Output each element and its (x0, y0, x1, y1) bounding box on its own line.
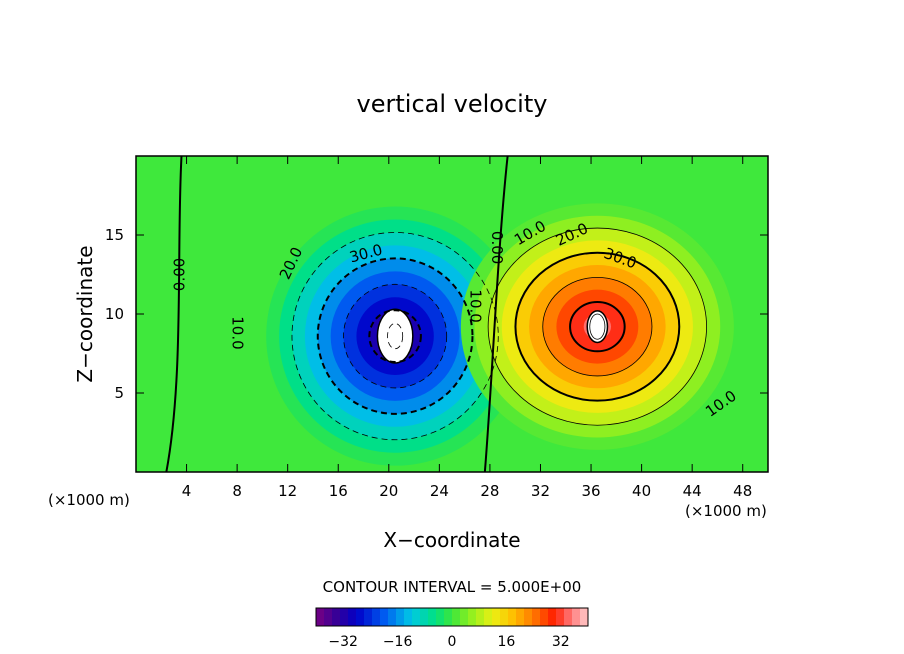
colorbar-swatch (492, 608, 501, 626)
colorbar-swatch (468, 608, 477, 626)
y-tick-label: 5 (114, 384, 124, 402)
x-tick-label: 24 (430, 482, 449, 500)
x-tick-label: 36 (581, 482, 600, 500)
colorbar-swatch (524, 608, 533, 626)
colorbar-swatch (572, 608, 581, 626)
contour-peak-core (376, 308, 414, 364)
contour-interval-text: CONTOUR INTERVAL = 5.000E+00 (323, 578, 582, 596)
colorbar-swatch (436, 608, 445, 626)
colorbar (315, 607, 589, 627)
colorbar-swatch (332, 608, 341, 626)
x-tick-label: 32 (531, 482, 550, 500)
colorbar-swatch (420, 608, 429, 626)
colorbar-swatch (508, 608, 517, 626)
colorbar-swatch (476, 608, 485, 626)
colorbar-swatch (316, 608, 325, 626)
colorbar-tick-label: 32 (552, 634, 570, 650)
x-tick-label: 44 (683, 482, 702, 500)
colorbar-swatch (404, 608, 413, 626)
colorbar-swatch (460, 608, 469, 626)
colorbar-swatch (500, 608, 509, 626)
colorbar-swatch (396, 608, 405, 626)
colorbar-swatch (484, 608, 493, 626)
chart-title: vertical velocity (357, 90, 548, 118)
x-tick-label: 16 (329, 482, 348, 500)
colorbar-swatch (412, 608, 421, 626)
contour-line (316, 257, 474, 415)
colorbar-frame (315, 607, 589, 627)
contour-peak-core (586, 310, 609, 344)
colorbar-swatch (364, 608, 373, 626)
x-tick-label: 8 (232, 482, 242, 500)
colorbar-swatch (556, 608, 565, 626)
plot-area (136, 156, 768, 472)
colorbar-swatch (324, 608, 333, 626)
x-tick-label: 4 (182, 482, 192, 500)
y-axis-ticks: 5 10 15 (105, 226, 768, 402)
zero-contour-left (165, 156, 183, 472)
colorbar-tick-label: −32 (328, 634, 358, 650)
colorbar-swatch (564, 608, 573, 626)
colorbar-swatch (348, 608, 357, 626)
x-tick-label: 48 (733, 482, 752, 500)
contour-line (387, 323, 404, 350)
x-unit-left: (×1000 m) (48, 491, 130, 509)
colorbar-tick-label: −16 (383, 634, 413, 650)
contour-label: 10.0 (466, 289, 484, 322)
colorbar-swatch (372, 608, 381, 626)
contour-lines (165, 156, 707, 472)
contour-line (569, 300, 626, 353)
colorbar-swatch (580, 608, 589, 626)
colorbar-swatch (428, 608, 437, 626)
colorbar-swatch (452, 608, 461, 626)
contour-label: 0.00 (171, 258, 189, 291)
x-tick-label: 40 (632, 482, 651, 500)
colorbar-ticks: −32 −16 0 16 32 (328, 634, 569, 650)
contour-line (589, 313, 606, 340)
y-tick-label: 10 (105, 305, 124, 323)
colorbar-swatch (540, 608, 549, 626)
x-axis-ticks: 4 8 12 16 20 24 28 32 36 40 44 48 (182, 156, 752, 500)
colorbar-tick-label: 0 (448, 634, 457, 650)
contour-fills (266, 203, 734, 466)
x-tick-label: 12 (278, 482, 297, 500)
colorbar-tick-label: 16 (497, 634, 515, 650)
x-axis-label: X−coordinate (383, 528, 520, 552)
colorbar-swatch (356, 608, 365, 626)
contour-line (542, 276, 653, 377)
colorbar-swatch (532, 608, 541, 626)
colorbar-swatch (340, 608, 349, 626)
contour-line (487, 227, 707, 426)
colorbar-swatch (548, 608, 557, 626)
zero-contour-middle (483, 156, 509, 472)
x-tick-label: 28 (480, 482, 499, 500)
colorbar-swatch (380, 608, 389, 626)
x-tick-label: 20 (379, 482, 398, 500)
contour-label: 10.0 (229, 316, 247, 349)
colorbar-swatch (444, 608, 453, 626)
colorbar-swatch (388, 608, 397, 626)
y-axis-label: Z−coordinate (73, 245, 97, 382)
contour-line (368, 309, 422, 364)
contour-line (343, 283, 448, 389)
contour-label: 0.00 (488, 231, 506, 264)
contour-line (291, 232, 499, 441)
y-tick-label: 15 (105, 226, 124, 244)
colorbar-swatch (516, 608, 525, 626)
x-unit-right: (×1000 m) (685, 502, 767, 520)
contour-line (514, 251, 681, 402)
